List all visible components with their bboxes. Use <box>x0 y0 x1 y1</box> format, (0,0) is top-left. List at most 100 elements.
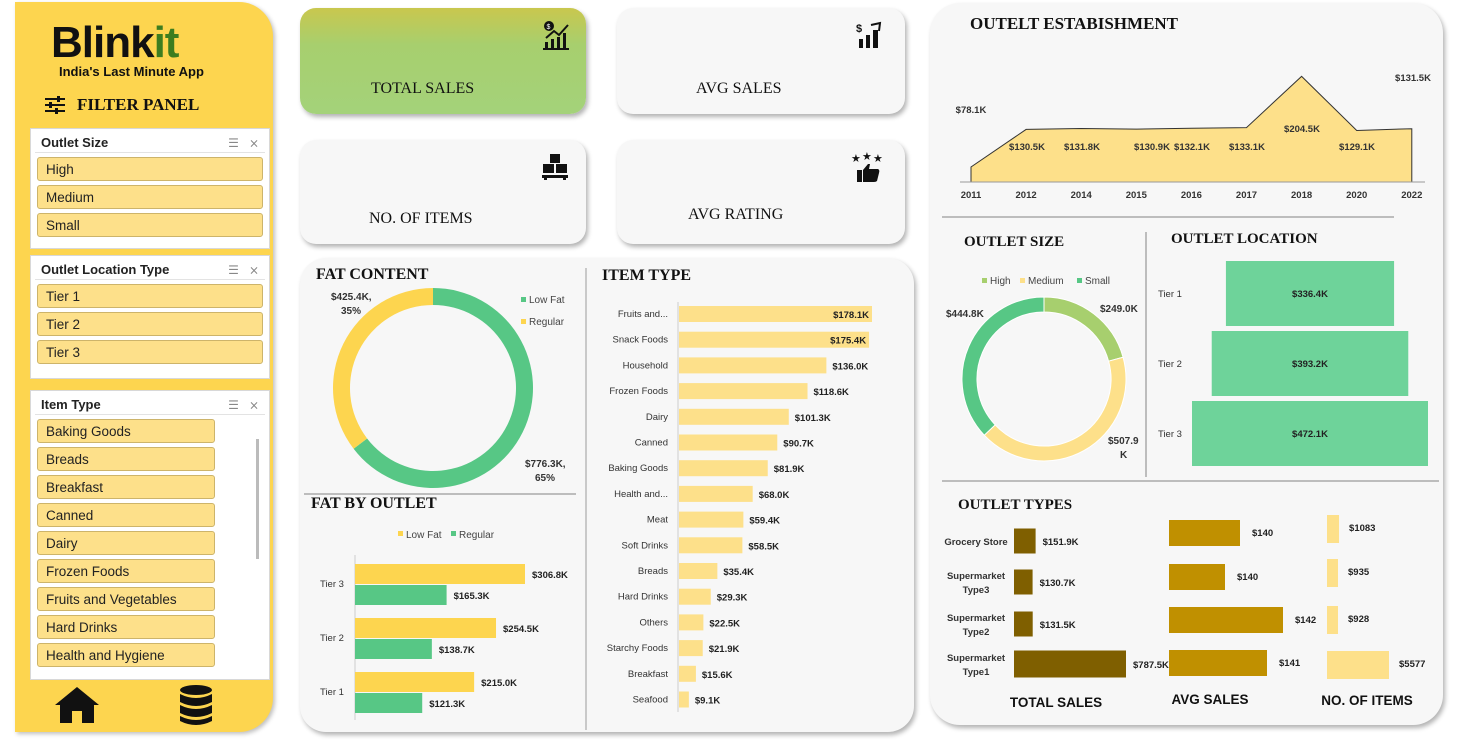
outlet-size-title: OUTLET SIZE <box>964 234 1065 250</box>
bar-item-type[interactable] <box>679 408 789 425</box>
bar-item-type[interactable] <box>679 614 704 631</box>
clear-filter-icon[interactable]: ⨯ <box>248 397 259 412</box>
slicer-item-medium[interactable]: Medium <box>37 185 263 209</box>
data-label: $131.8K <box>1064 142 1100 153</box>
axis-label: Type1 <box>963 667 990 678</box>
slicer-item[interactable]: Fruits and Vegetables <box>37 587 215 611</box>
data-label: $787.5K <box>1133 660 1169 671</box>
bar-item-type[interactable] <box>679 511 744 528</box>
bar-item-type[interactable] <box>679 563 718 579</box>
kpi-total-sales: TOTAL SALES $ <box>300 8 586 114</box>
slicer-item-tier3[interactable]: Tier 3 <box>37 340 263 364</box>
slicer-item-high[interactable]: High <box>37 157 263 181</box>
multi-select-icon[interactable]: ☰ <box>228 135 239 150</box>
slicer-item-small[interactable]: Small <box>37 213 263 237</box>
database-icon[interactable] <box>179 684 213 726</box>
svg-text:★: ★ <box>873 153 883 165</box>
bar-item-type[interactable] <box>679 485 753 502</box>
outlet-location-title: OUTLET LOCATION <box>1171 231 1318 247</box>
slicer-item-tier2[interactable]: Tier 2 <box>37 312 263 336</box>
fat-content-title: FAT CONTENT <box>316 266 429 283</box>
bar-item-type[interactable] <box>679 665 696 682</box>
axis-label: Dairy <box>646 412 668 423</box>
bar-regular[interactable] <box>355 693 423 713</box>
axis-label: Fruits and... <box>618 309 668 320</box>
bar-avg-sales[interactable] <box>1169 564 1225 590</box>
bar-outlet-location[interactable] <box>1211 331 1409 396</box>
area-series[interactable] <box>970 75 1413 183</box>
outlet-types-chart: Grocery Store Supermarket Type3 Supermarket… <box>944 515 1425 710</box>
bar-no-of-items[interactable] <box>1327 559 1338 587</box>
data-label: $68.0K <box>759 490 790 501</box>
slicer-item-tier1[interactable]: Tier 1 <box>37 284 263 308</box>
slicer-item[interactable]: Breads <box>37 447 215 471</box>
home-icon[interactable] <box>53 685 101 725</box>
axis-label: Tier 2 <box>1158 359 1182 370</box>
bar-item-type[interactable] <box>679 357 827 374</box>
bar-low-fat[interactable] <box>355 672 475 692</box>
kpi-no-of-items: NO. OF ITEMS <box>300 140 586 244</box>
item-type-chart: Fruits and... $178.1K Snack Foods $175.4K Ho… <box>607 302 872 712</box>
bar-avg-sales[interactable] <box>1169 607 1283 633</box>
axis-label: Health and... <box>614 489 668 500</box>
axis-tick-label: 2014 <box>1071 190 1093 201</box>
bar-outlet-location[interactable] <box>1192 401 1428 466</box>
bar-regular[interactable] <box>355 585 447 605</box>
axis-label: Supermarket <box>947 571 1006 582</box>
blinkit-logo: Blinkit <box>51 18 179 67</box>
bar-item-type[interactable] <box>679 691 689 708</box>
bar-item-type[interactable] <box>679 331 870 348</box>
divider <box>942 480 1439 482</box>
axis-tick-label: 2018 <box>1291 190 1312 201</box>
svg-text:★: ★ <box>862 152 872 163</box>
bar-low-fat[interactable] <box>355 618 497 638</box>
data-label: $35.4K <box>723 567 754 578</box>
bar-item-type[interactable] <box>679 640 703 657</box>
bar-item-type[interactable] <box>679 537 743 554</box>
bar-total-sales[interactable] <box>1014 528 1036 554</box>
bar-item-type[interactable] <box>679 383 808 400</box>
axis-label: Type2 <box>963 627 990 638</box>
slicer-item[interactable]: Canned <box>37 503 215 527</box>
donut-slice-regular[interactable] <box>333 288 433 449</box>
bar-no-of-items[interactable] <box>1327 651 1389 679</box>
clear-filter-icon[interactable]: ⨯ <box>248 135 259 150</box>
axis-label: Breakfast <box>628 669 668 680</box>
bar-item-type[interactable] <box>679 460 768 477</box>
data-label: $133.1K <box>1229 142 1265 153</box>
bar-no-of-items[interactable] <box>1327 606 1338 634</box>
bar-regular[interactable] <box>355 639 432 659</box>
bar-total-sales[interactable] <box>1014 569 1033 595</box>
multi-select-icon[interactable]: ☰ <box>228 397 239 412</box>
slicer-scrollbar[interactable] <box>256 439 259 559</box>
slicer-item[interactable]: Dairy <box>37 531 215 555</box>
axis-tick-label: 2011 <box>961 190 982 201</box>
data-label: $165.3K <box>454 591 490 602</box>
bar-total-sales[interactable] <box>1014 611 1033 637</box>
bar-avg-sales[interactable] <box>1169 650 1267 676</box>
bar-item-type[interactable] <box>679 306 872 322</box>
legend-small-swatch <box>1077 278 1082 283</box>
bar-outlet-location[interactable] <box>1225 261 1395 326</box>
slicer-item[interactable]: Baking Goods <box>37 419 215 443</box>
bar-low-fat[interactable] <box>355 564 525 584</box>
data-label: $138.7K <box>439 645 475 656</box>
slicer-item[interactable]: Breakfast <box>37 475 215 499</box>
bar-avg-sales[interactable] <box>1169 520 1240 546</box>
bar-no-of-items[interactable] <box>1327 515 1340 543</box>
bar-item-type[interactable] <box>679 434 778 451</box>
axis-label: Breads <box>638 566 668 577</box>
donut-slice-small[interactable] <box>961 296 1045 436</box>
donut-slice-medium[interactable] <box>983 356 1127 462</box>
multi-select-icon[interactable]: ☰ <box>228 262 239 277</box>
slicer-item[interactable]: Hard Drinks <box>37 615 215 639</box>
bar-total-sales[interactable] <box>1014 650 1126 678</box>
item-type-title: ITEM TYPE <box>602 267 692 284</box>
sub-chart-title: AVG SALES <box>1171 692 1248 707</box>
data-label: $121.3K <box>429 699 465 710</box>
slicer-item[interactable]: Frozen Foods <box>37 559 215 583</box>
sub-chart-title: NO. OF ITEMS <box>1321 693 1413 708</box>
clear-filter-icon[interactable]: ⨯ <box>248 262 259 277</box>
bar-item-type[interactable] <box>679 588 711 605</box>
slicer-item[interactable]: Health and Hygiene <box>37 643 215 667</box>
